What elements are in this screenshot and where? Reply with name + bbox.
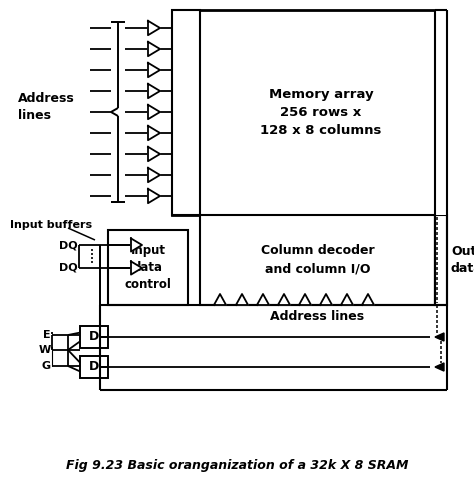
Polygon shape — [257, 294, 269, 305]
Text: DQ: DQ — [59, 263, 78, 273]
Bar — [80, 326, 108, 348]
Polygon shape — [320, 294, 332, 305]
Polygon shape — [341, 294, 353, 305]
Text: D: D — [89, 360, 99, 373]
Polygon shape — [148, 168, 160, 182]
Polygon shape — [148, 63, 160, 77]
Polygon shape — [236, 294, 248, 305]
Polygon shape — [148, 42, 160, 56]
Polygon shape — [148, 126, 160, 140]
Bar — [435, 10, 447, 215]
Polygon shape — [435, 363, 444, 371]
Text: Column decoder
and column I/O: Column decoder and column I/O — [261, 244, 374, 275]
Text: D: D — [89, 330, 99, 343]
Bar — [200, 215, 435, 305]
Text: Address
lines: Address lines — [18, 92, 75, 122]
Polygon shape — [148, 147, 160, 161]
Polygon shape — [148, 189, 160, 203]
Polygon shape — [131, 239, 142, 252]
Polygon shape — [435, 333, 444, 341]
Polygon shape — [214, 294, 226, 305]
Text: Output
data: Output data — [451, 245, 474, 275]
Polygon shape — [148, 105, 160, 119]
Bar — [108, 230, 188, 305]
Polygon shape — [148, 21, 160, 35]
Text: Memory array
256 rows x
128 x 8 columns: Memory array 256 rows x 128 x 8 columns — [260, 88, 382, 137]
Text: Fig 9.23 Basic oranganization of a 32k X 8 SRAM: Fig 9.23 Basic oranganization of a 32k X… — [66, 458, 408, 471]
Text: DQ: DQ — [59, 240, 78, 250]
Polygon shape — [131, 261, 142, 275]
Text: W: W — [39, 345, 51, 355]
Bar — [172, 10, 442, 215]
Polygon shape — [299, 294, 311, 305]
Polygon shape — [362, 294, 374, 305]
Text: E: E — [44, 330, 51, 340]
Text: Input buffers: Input buffers — [10, 220, 92, 230]
Bar — [435, 215, 447, 305]
Bar — [172, 10, 200, 215]
Polygon shape — [148, 84, 160, 98]
Text: Input
data
control: Input data control — [125, 244, 172, 291]
Text: G: G — [42, 361, 51, 371]
Bar — [80, 356, 108, 378]
Text: Address lines: Address lines — [271, 311, 365, 324]
Polygon shape — [278, 294, 290, 305]
